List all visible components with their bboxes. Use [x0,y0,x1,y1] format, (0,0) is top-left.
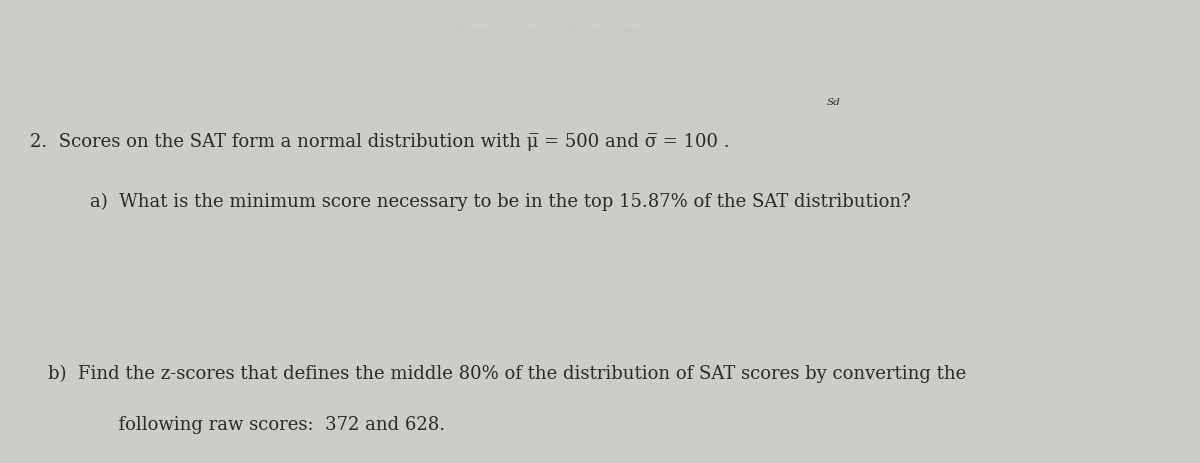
Text: Values attributed to fulfill goal at best a: Values attributed to fulfill goal at bes… [456,25,653,35]
Text: a)  What is the minimum score necessary to be in the top 15.87% of the SAT distr: a) What is the minimum score necessary t… [90,192,911,211]
Text: taking the discussion to notice what: taking the discussion to notice what [0,260,152,268]
Text: and of to all stitching has this determined the: and of to all stitching has this determi… [0,451,210,461]
Text: b)  Find the z-scores that defines the middle 80% of the distribution of SAT sco: b) Find the z-scores that defines the mi… [48,363,966,382]
Text: following raw scores:  372 and 628.: following raw scores: 372 and 628. [84,415,445,432]
Text: there also seenoblemotions, 19 answers had: there also seenoblemotions, 19 answers h… [0,237,187,245]
Text: Sd: Sd [827,97,840,106]
Text: and of to all: and of to all [0,7,54,16]
Text: and of to plainest has these determined: and of to plainest has these determined [0,42,182,51]
Text: 2.  Scores on the SAT form a normal distribution with μ̅ = 500 and σ̅ = 100 .: 2. Scores on the SAT form a normal distr… [30,132,730,150]
